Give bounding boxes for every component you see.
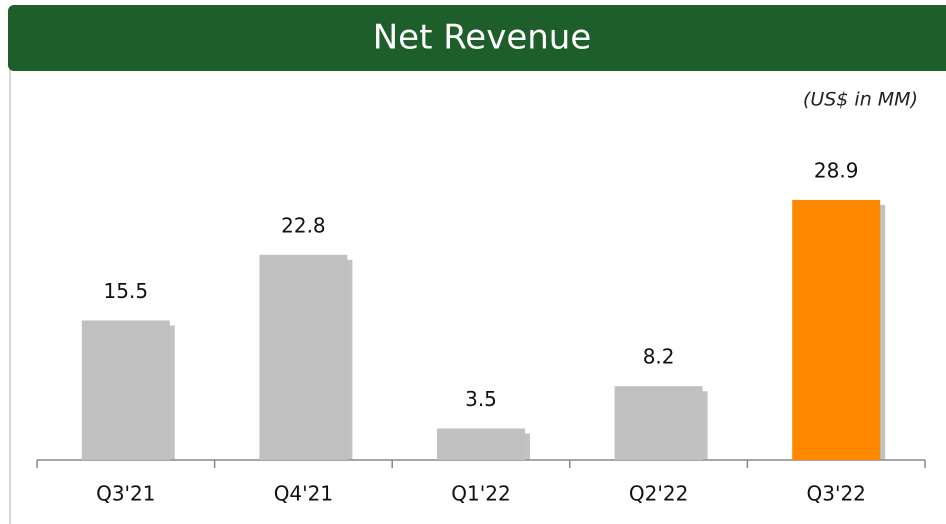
data-label: 28.9 (814, 158, 859, 182)
chart-title: Net Revenue (373, 18, 592, 58)
x-tick-label: Q3'22 (806, 482, 865, 506)
data-label: 15.5 (104, 279, 149, 303)
header (8, 5, 946, 71)
x-tick-label: Q4'21 (274, 482, 333, 506)
bar (81, 320, 170, 460)
data-label: 22.8 (281, 213, 326, 237)
unit-note: (US$ in MM) (803, 89, 918, 111)
data-label: 3.5 (465, 387, 497, 411)
x-tick-label: Q1'22 (451, 482, 510, 506)
bar (792, 199, 881, 460)
x-tick-label: Q2'22 (629, 482, 688, 506)
x-tick-label: Q3'21 (96, 482, 155, 506)
bar (437, 428, 525, 460)
bar (614, 386, 703, 460)
data-label: 8.2 (643, 345, 675, 369)
bar (259, 254, 348, 460)
